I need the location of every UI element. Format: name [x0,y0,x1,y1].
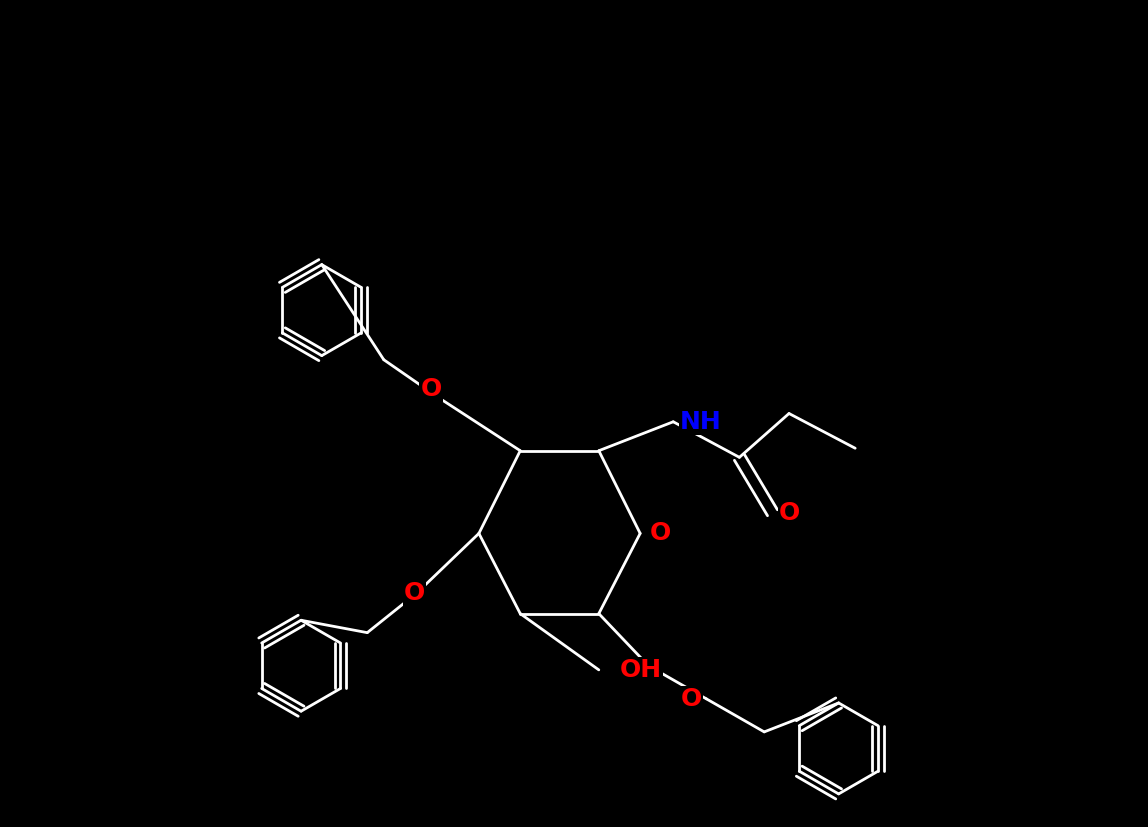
Text: NH: NH [680,409,722,434]
Text: O: O [681,686,703,711]
Text: O: O [779,500,800,525]
Text: O: O [650,521,672,546]
Text: O: O [420,376,442,401]
Text: O: O [404,581,425,605]
Text: OH: OH [620,657,661,682]
